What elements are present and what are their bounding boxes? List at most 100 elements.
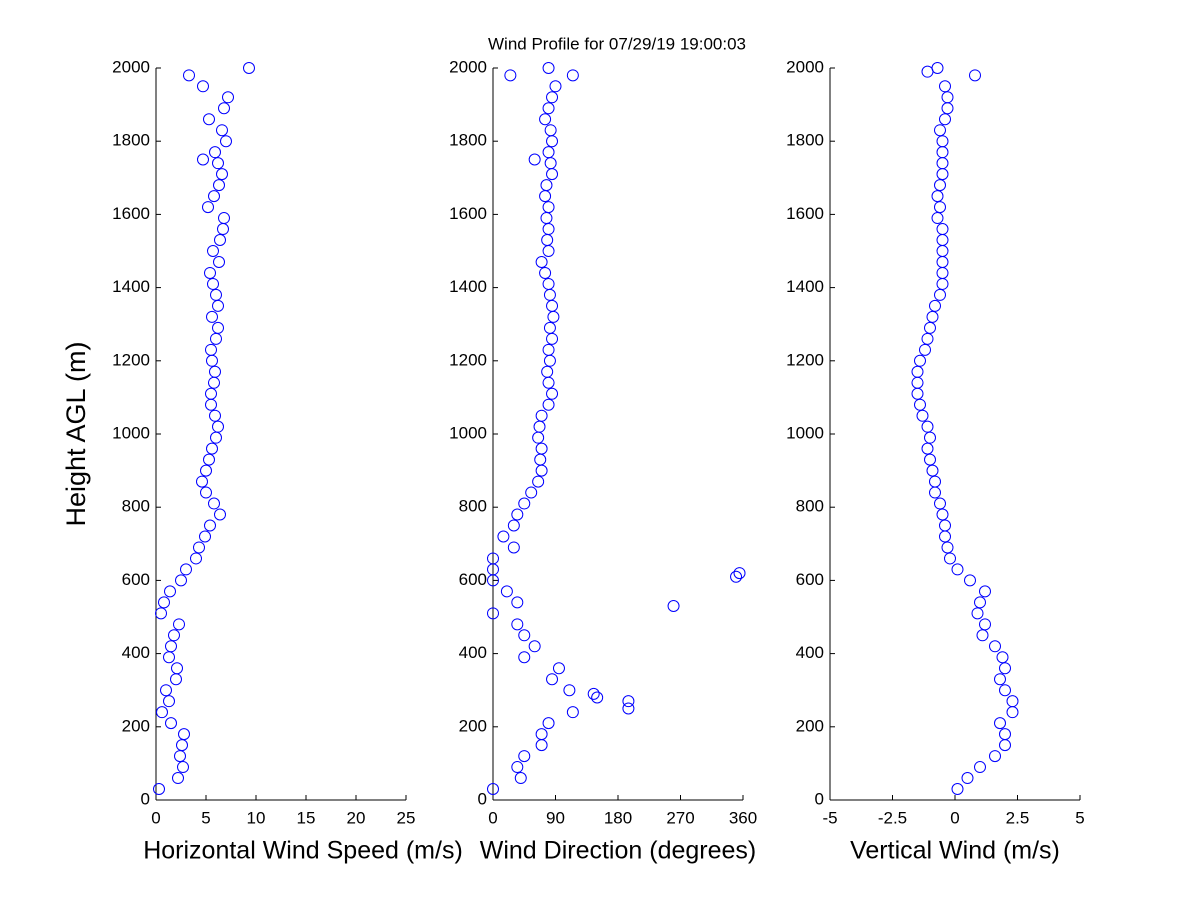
x-tick-label: 90 [546,808,565,827]
data-point [165,717,177,730]
y-tick-label: 800 [459,497,487,516]
data-point [156,706,168,719]
data-point [999,739,1011,752]
data-point [994,717,1006,730]
data-point [667,600,680,613]
data-point [951,783,964,796]
x-tick-label: 5 [1075,808,1084,827]
data-point [976,629,989,642]
data-point [534,453,547,466]
data-point [487,552,499,565]
data-point [936,157,949,170]
x-tick-label: -5 [822,808,837,827]
data-point [934,497,946,510]
data-point [212,321,224,334]
data-point [1006,695,1019,708]
data-point [206,354,218,367]
data-point [214,508,226,521]
data-point [212,420,224,433]
y-tick-label: 2000 [449,57,487,76]
data-point [164,585,176,598]
data-point [979,585,991,598]
data-point [172,772,184,785]
y-tick-label: 200 [796,716,824,735]
y-tick-label: 0 [141,789,150,808]
data-point [535,409,548,422]
data-point [207,277,219,290]
data-point [213,179,225,192]
y-tick-label: 0 [815,789,824,808]
data-point [939,530,951,543]
data-point [1006,706,1019,719]
data-point [497,530,510,543]
data-point [210,431,222,444]
data-point [197,80,209,93]
data-point [541,234,554,247]
data-point [204,519,216,532]
data-point [193,541,205,554]
data-point [528,153,541,166]
data-point [936,168,949,181]
x-tick-label: -2.5 [878,808,907,827]
data-point [514,772,527,785]
data-point [532,431,545,444]
data-point [730,570,743,583]
x-tick-label: 0 [950,808,959,827]
data-point [989,640,1001,653]
data-point [532,475,545,488]
data-point [936,245,949,257]
data-point [931,190,944,203]
data-point [941,91,954,104]
data-point [540,179,553,192]
data-point [153,783,165,796]
y-tick-label: 1200 [449,350,487,369]
data-point [921,65,934,78]
data-point [212,299,224,312]
data-point [196,475,208,488]
y-tick-label: 1200 [112,350,150,369]
data-point [543,354,556,367]
y-tick-label: 1000 [449,423,487,442]
data-point [939,519,951,532]
data-point [591,691,604,704]
data-point [487,607,499,620]
data-point [180,563,192,576]
data-point [961,772,974,785]
y-tick-label: 1400 [449,277,487,296]
y-tick-label: 1600 [112,204,150,223]
data-point [944,552,956,565]
data-point [209,409,221,422]
data-point [936,146,949,159]
data-point [563,684,576,697]
data-point [205,387,217,400]
data-point [549,80,562,93]
data-point [914,354,926,367]
x-tick-label: 0 [488,808,497,827]
data-point [934,201,946,214]
y-axis-label: Height AGL (m) [61,341,91,526]
y-tick-label: 600 [796,570,824,589]
data-point [208,497,220,510]
data-point [200,464,212,477]
data-point [533,420,546,433]
data-point [542,102,555,115]
y-tick-label: 200 [122,716,150,735]
data-point [173,618,185,631]
data-point [208,376,220,389]
data-point [911,365,924,378]
data-point [200,486,212,499]
data-point [209,146,221,159]
data-point [546,168,559,181]
y-tick-label: 600 [459,570,487,589]
data-point [222,91,234,104]
data-point [996,651,1009,664]
data-point [540,212,553,225]
data-point [964,574,976,587]
data-point [175,574,187,587]
y-tick-label: 1800 [112,131,150,150]
data-point [974,761,986,774]
data-point [941,541,954,554]
data-point [177,761,189,774]
y-tick-label: 600 [122,570,150,589]
data-point [921,420,934,433]
